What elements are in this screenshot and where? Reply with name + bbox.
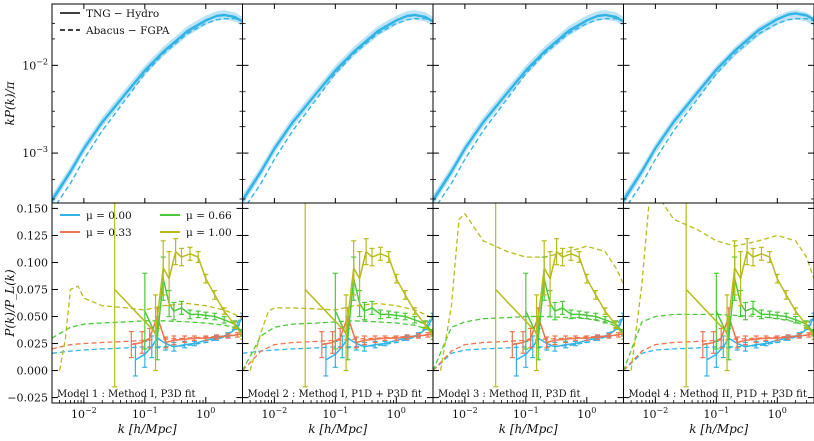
- x-axis-label: k [h/Mpc]: [689, 422, 748, 436]
- top-legend: TNG − Hydro Abacus − FGPA: [60, 8, 170, 37]
- x-tick-label: 100: [387, 406, 406, 421]
- bottom-panel-frame: [432, 202, 624, 404]
- legend-label: μ = 1.00: [186, 227, 232, 239]
- top-panel-3: [432, 3, 624, 204]
- x-tick-label: 10−1: [132, 406, 158, 421]
- tng-hydro-line: [433, 13, 624, 200]
- top-panel-frame: [242, 3, 434, 204]
- top-y-axis-label: kP(k)/π: [3, 80, 17, 125]
- x-tick-label: 10−2: [71, 406, 97, 421]
- tng-hydro-line: [52, 14, 243, 202]
- tng-error-band: [623, 10, 814, 203]
- top-curves-3: [433, 10, 624, 203]
- legend-label: Abacus − FGPA: [85, 25, 170, 37]
- model-caption: Model 1 : Method I, P3D fit: [57, 389, 196, 400]
- abacus-fgpa-line: [56, 18, 243, 203]
- tng-hydro-line: [242, 13, 433, 200]
- bottom-panel-1: −0.025 0.000 0.025 0.050 0.075 0.100 0.125 0.15…: [7, 202, 243, 436]
- model-line-mu-0.66: [52, 320, 243, 339]
- legend-label: μ = 0.66: [186, 210, 232, 222]
- legend-label: TNG − Hydro: [86, 8, 159, 20]
- top-curves-2: [242, 10, 433, 203]
- model-line-mu-0.00: [433, 314, 624, 372]
- tng-hydro-line: [623, 12, 814, 200]
- y-tick-label: 0.000: [17, 365, 49, 378]
- x-tick-label: 100: [768, 406, 787, 421]
- y-tick-label: 0.025: [17, 338, 49, 351]
- y-tick-label: 0.150: [17, 202, 49, 215]
- x-axis-label: k [h/Mpc]: [499, 422, 558, 436]
- tng-hydro-line: [52, 13, 243, 200]
- x-tick-label: 10−2: [261, 406, 287, 421]
- bottom-curves-2: [242, 203, 433, 388]
- tng-error-band: [52, 10, 243, 203]
- top-panel-frame: [432, 3, 624, 204]
- y-tick-label: −0.025: [7, 392, 48, 405]
- x-axis-label: k [h/Mpc]: [118, 422, 177, 436]
- y-tick-label: 0.125: [17, 229, 49, 242]
- y-tick-label: 10−3: [22, 145, 48, 160]
- top-curves-4: [623, 10, 814, 203]
- model-line-mu-0.66: [242, 320, 433, 371]
- x-axis-label: k [h/Mpc]: [308, 422, 367, 436]
- x-tick-label: 10−2: [642, 406, 668, 421]
- top-panel-1: 10−3 10−2: [22, 3, 243, 204]
- model-caption: Model 4 : Method II, P1D + P3D fit: [629, 389, 807, 400]
- tng-hydro-line: [242, 14, 433, 202]
- bottom-panel-4: 10−2 10−1 100 k [h/Mpc] Model 4 : Method II,…: [623, 202, 814, 436]
- tng-error-band: [433, 10, 624, 203]
- x-tick-label: 10−1: [322, 406, 348, 421]
- bottom-panel-3: 10−2 10−1 100 k [h/Mpc] Model 3 : Method II,…: [432, 202, 624, 436]
- y-tick-label: 10−2: [22, 57, 48, 72]
- y-tick-label: 0.100: [17, 256, 49, 269]
- bottom-y-axis-label: P(k)/P_L(k): [3, 269, 17, 338]
- bottom-panel-2: 10−2 10−1 100 k [h/Mpc] Model 2 : Method I, …: [242, 202, 434, 436]
- model-line-mu-1.00: [630, 203, 814, 371]
- y-tick-label: 0.050: [17, 311, 49, 324]
- bottom-curves-3: [433, 203, 624, 388]
- y-tick-label: 0.075: [17, 283, 49, 296]
- top-panel-frame: [623, 3, 814, 204]
- x-tick-label: 10−2: [452, 406, 478, 421]
- abacus-fgpa-line: [246, 18, 433, 203]
- top-panel-4: [623, 3, 814, 204]
- bottom-legend: μ = 0.00 μ = 0.66 μ = 0.33 μ = 1.00: [60, 210, 232, 239]
- top-curves-1: [52, 10, 243, 203]
- model-line-mu-1.00: [439, 213, 624, 371]
- top-panel-2: [242, 3, 434, 204]
- bottom-panel-frame: [242, 202, 434, 404]
- tng-hydro-line: [623, 13, 814, 202]
- model-line-mu-0.00: [623, 314, 814, 372]
- bottom-curves-4: [623, 203, 814, 388]
- x-tick-label: 10−1: [703, 406, 729, 421]
- x-tick-label: 10−1: [513, 406, 539, 421]
- model-caption: Model 3 : Method II, P3D fit: [438, 389, 581, 400]
- abacus-fgpa-line: [627, 18, 814, 203]
- model-line-mu-1.00: [58, 285, 243, 371]
- model-caption: Model 2 : Method I, P1D + P3D fit: [248, 389, 422, 400]
- x-tick-label: 100: [577, 406, 596, 421]
- tng-hydro-line: [433, 14, 624, 202]
- legend-label: μ = 0.00: [86, 210, 132, 222]
- legend-label: μ = 0.33: [86, 227, 132, 239]
- figure-content: 10−3 10−2 −0.025 0.000 0.025 0.050 0.075 0.100 0…: [3, 3, 814, 436]
- tng-error-band: [242, 10, 433, 203]
- bottom-curves-1: [52, 203, 243, 388]
- x-tick-label: 100: [196, 406, 215, 421]
- abacus-fgpa-line: [437, 18, 624, 203]
- bottom-panel-frame: [623, 202, 814, 404]
